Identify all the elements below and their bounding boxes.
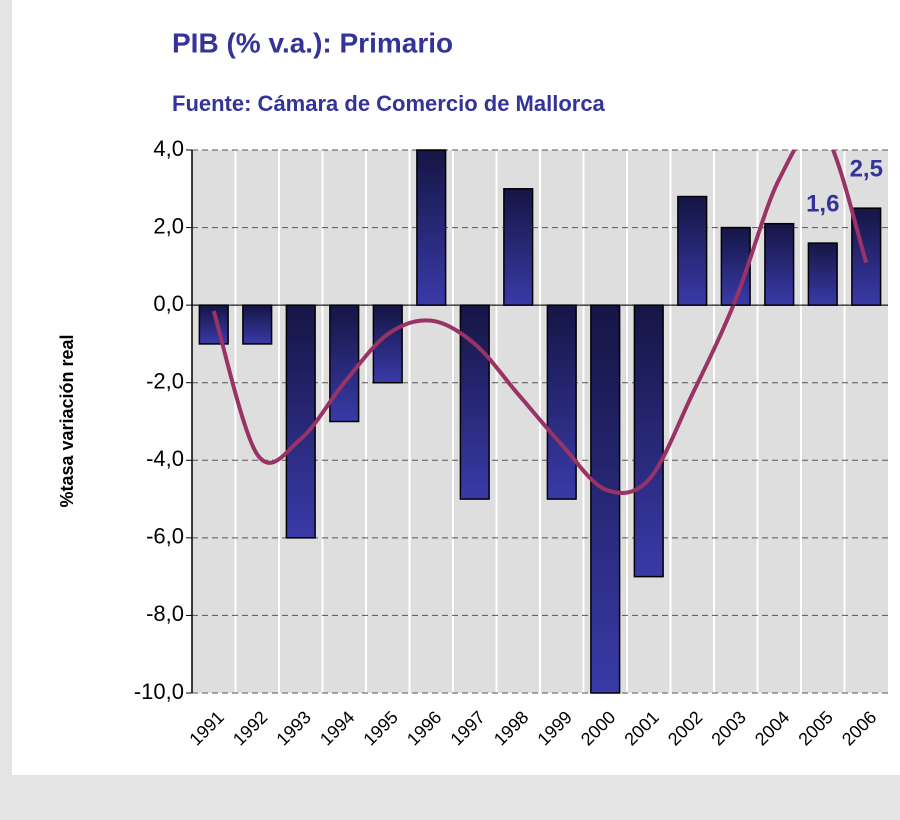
y-tick-label: -4,0 xyxy=(146,446,184,471)
y-tick-label: -6,0 xyxy=(146,524,184,549)
bar xyxy=(677,195,708,306)
chart-title: PIB (% v.a.): Primario xyxy=(172,27,453,58)
bar xyxy=(720,226,751,306)
chart-subtitle: Fuente: Cámara de Comercio de Mallorca xyxy=(172,91,606,116)
y-axis-label: %tasa variación real xyxy=(57,334,77,507)
y-tick-label: -2,0 xyxy=(146,369,184,394)
y-tick-label: 2,0 xyxy=(153,213,184,238)
bar xyxy=(198,304,229,345)
bar xyxy=(416,149,447,306)
bar xyxy=(285,304,316,539)
y-tick-label: 0,0 xyxy=(153,291,184,316)
data-label: 1,6 xyxy=(806,190,839,217)
bar xyxy=(242,304,273,345)
bar xyxy=(633,304,664,578)
bar xyxy=(329,304,360,423)
y-tick-label: 4,0 xyxy=(153,136,184,161)
y-tick-label: -10,0 xyxy=(134,679,184,704)
bar xyxy=(503,188,534,306)
trend-line xyxy=(211,150,869,496)
bar xyxy=(764,222,795,306)
bar xyxy=(807,242,838,306)
bar xyxy=(590,304,621,694)
y-tick-label: -8,0 xyxy=(146,601,184,626)
bar xyxy=(546,304,577,500)
data-label: 2,5 xyxy=(850,156,883,183)
